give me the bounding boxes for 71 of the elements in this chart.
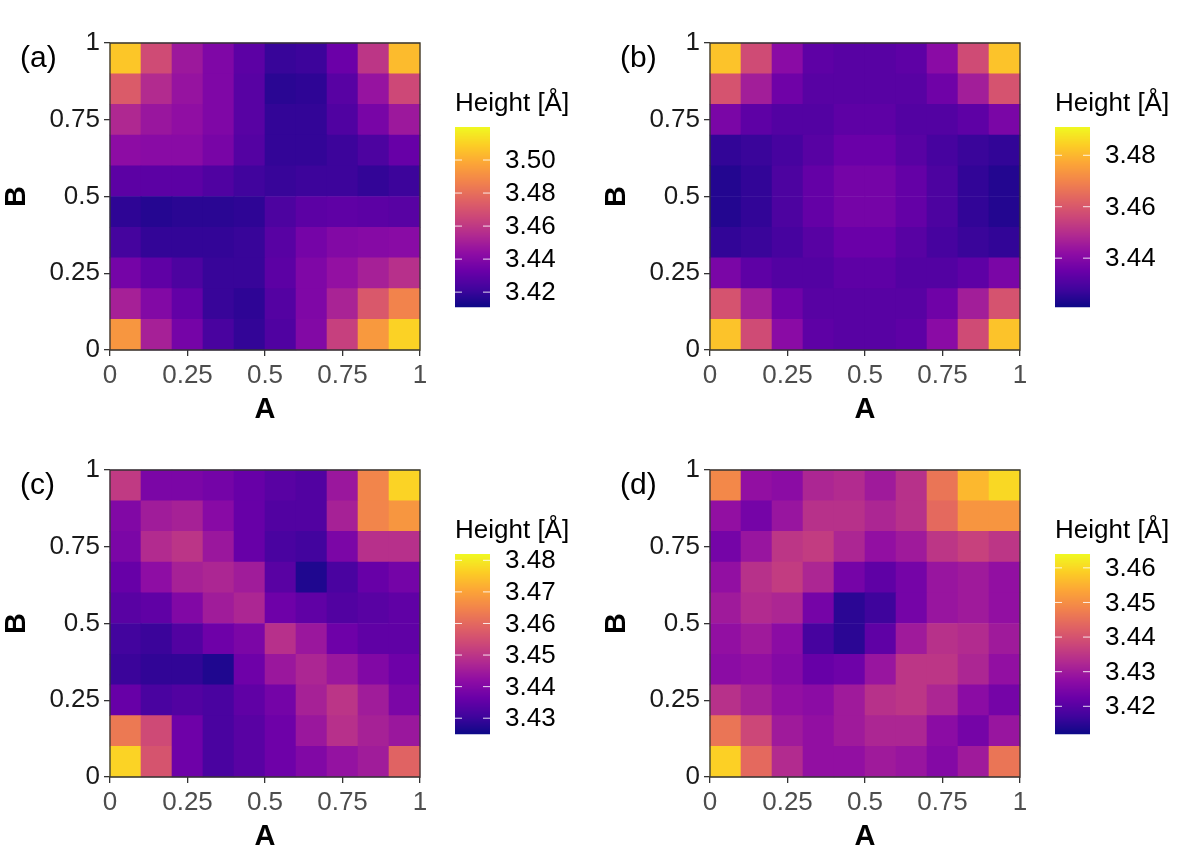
y-tick-label: 0.25 [649,683,700,714]
color-bar-label: 3.44 [1105,621,1156,652]
y-tick-label: 0.75 [49,529,100,560]
color-bar-label: 3.48 [505,177,556,208]
x-tick-label: 0.75 [917,358,968,389]
y-tick-label: 0 [685,333,700,364]
x-tick-label: 0.25 [162,358,213,389]
x-tick-label: 0.25 [762,785,813,816]
y-tick-label: 0.25 [649,256,700,287]
x-tick-label: 0.5 [246,358,284,389]
y-tick-label: 1 [685,26,700,57]
color-bar-label: 3.44 [1105,242,1156,273]
color-bar-title: Height [Å] [1055,87,1170,117]
color-bar-label: 3.43 [1105,655,1156,686]
y-tick-label: 0.25 [49,683,100,714]
x-axis-title: A [254,391,276,424]
color-bar-label: 3.42 [1105,690,1156,721]
y-tick-label: 0 [85,333,100,364]
color-bar-title: Height [Å] [1055,514,1170,544]
x-tick-label: 1 [1012,785,1028,816]
y-tick-label: 0.75 [49,102,100,133]
y-axis-title: B [599,613,632,634]
x-tick-label: 1 [412,358,428,389]
x-tick-label: 0.5 [846,785,884,816]
x-tick-label: 0.75 [917,785,968,816]
color-bar-label: 3.45 [505,639,556,670]
y-tick-label: 1 [85,453,100,484]
x-tick-label: 0.5 [846,358,884,389]
color-bar-label: 3.44 [505,670,556,701]
color-bar-label: 3.46 [505,210,556,241]
y-tick-label: 0.25 [49,256,100,287]
color-bar-title: Height [Å] [455,514,570,544]
x-tick-label: 0.75 [317,785,368,816]
y-tick-label: 0.75 [649,102,700,133]
x-tick-label: 0.5 [246,785,284,816]
x-tick-label: 1 [412,785,428,816]
color-bar-label: 3.47 [505,576,556,607]
y-tick-label: 1 [85,26,100,57]
color-bar-label: 3.46 [505,607,556,638]
color-bar-label: 3.46 [1105,552,1156,583]
x-tick-label: 0.25 [162,785,213,816]
chart-title: (a) [20,40,57,74]
y-tick-label: 0 [85,760,100,791]
y-tick-label: 0 [685,760,700,791]
y-axis-title: B [0,186,32,207]
y-axis-title: B [599,186,632,207]
chart-title: (b) [620,40,657,74]
y-tick-label: 0.5 [63,179,100,210]
color-bar-label: 3.45 [1105,586,1156,617]
color-bar-label: 3.48 [505,544,556,575]
color-bar-label: 3.50 [505,144,556,175]
y-tick-label: 1 [685,453,700,484]
color-bar-label: 3.44 [505,243,556,274]
x-tick-label: 1 [1012,358,1028,389]
color-bar-label: 3.48 [1105,139,1156,170]
color-bar-label: 3.42 [505,276,556,307]
color-bar-title: Height [Å] [455,87,570,117]
y-tick-label: 0.75 [649,529,700,560]
chart-title: (c) [20,467,55,501]
x-axis-title: A [854,818,876,851]
x-axis-title: A [854,391,876,424]
x-tick-label: 0.75 [317,358,368,389]
x-axis-title: A [254,818,276,851]
color-bar-label: 3.43 [505,702,556,733]
y-tick-label: 0.5 [663,606,700,637]
color-bar-label: 3.46 [1105,190,1156,221]
chart-title: (d) [620,467,657,501]
y-tick-label: 0.5 [663,179,700,210]
y-axis-title: B [0,613,32,634]
x-tick-label: 0.25 [762,358,813,389]
y-tick-label: 0.5 [63,606,100,637]
